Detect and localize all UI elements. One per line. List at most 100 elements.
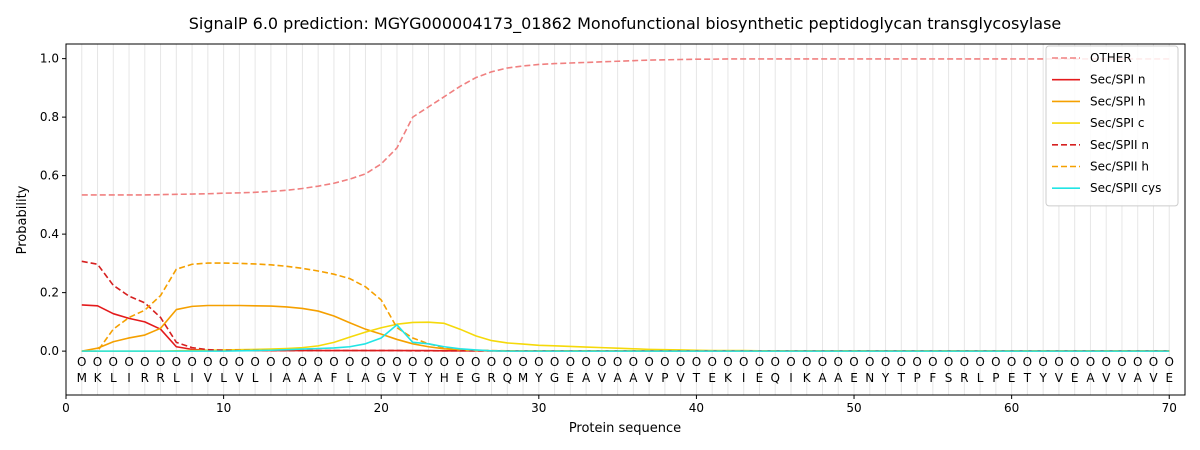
region-marker: O	[912, 355, 921, 369]
series-line-sec-spii-cys	[81, 323, 1170, 352]
residue-label: A	[818, 371, 827, 385]
residue-label: A	[361, 371, 370, 385]
region-marker: O	[818, 355, 827, 369]
region-marker: O	[93, 355, 102, 369]
region-marker: O	[881, 355, 890, 369]
residue-label: I	[127, 371, 131, 385]
residue-label: V	[1055, 371, 1064, 385]
x-tick-label: 40	[689, 401, 704, 415]
region-marker: O	[313, 355, 322, 369]
region-marker: O	[392, 355, 401, 369]
grid-lines	[81, 44, 1170, 395]
series-line-sec-spi-c	[81, 321, 1170, 352]
legend-label: Sec/SPII cys	[1090, 181, 1161, 195]
residue-label: V	[393, 371, 402, 385]
residue-label: E	[1008, 371, 1016, 385]
region-marker: O	[629, 355, 638, 369]
residue-label: R	[487, 371, 495, 385]
residue-label: T	[692, 371, 701, 385]
residue-label: F	[929, 371, 936, 385]
residue-label: I	[789, 371, 793, 385]
x-tick-label: 50	[846, 401, 861, 415]
x-tick-label: 0	[62, 401, 70, 415]
region-marker: O	[897, 355, 906, 369]
residue-label: A	[314, 371, 323, 385]
region-marker: O	[534, 355, 543, 369]
series-line-sec-spii-h	[81, 262, 1170, 352]
region-marker: O	[518, 355, 527, 369]
residue-label: R	[960, 371, 968, 385]
region-marker: O	[1149, 355, 1158, 369]
residue-label: L	[977, 371, 984, 385]
x-tick-label: 70	[1162, 401, 1177, 415]
residue-label: E	[708, 371, 716, 385]
region-marker: O	[723, 355, 732, 369]
region-marker: O	[172, 355, 181, 369]
region-marker: O	[408, 355, 417, 369]
region-marker: O	[707, 355, 716, 369]
residue-label: Q	[503, 371, 512, 385]
residue-label: A	[1134, 371, 1143, 385]
residue-label: K	[724, 371, 733, 385]
residue-label: Q	[770, 371, 779, 385]
region-marker: O	[187, 355, 196, 369]
region-marker: O	[928, 355, 937, 369]
plot-frame	[65, 43, 1186, 396]
region-marker: O	[503, 355, 512, 369]
region-marker: O	[156, 355, 165, 369]
residue-label: S	[945, 371, 953, 385]
residue-label: E	[756, 371, 764, 385]
region-marker: O	[581, 355, 590, 369]
residue-label: G	[377, 371, 386, 385]
region-marker: O	[361, 355, 370, 369]
region-marker: O	[1070, 355, 1079, 369]
residue-label: E	[850, 371, 858, 385]
legend-label: Sec/SPII h	[1090, 160, 1149, 174]
residue-label: A	[298, 371, 307, 385]
residue-label: Y	[534, 371, 543, 385]
residue-label: P	[992, 371, 999, 385]
region-marker: O	[440, 355, 449, 369]
residue-label: A	[629, 371, 638, 385]
residue-label: V	[1149, 371, 1158, 385]
region-marker: O	[960, 355, 969, 369]
region-marker: O	[77, 355, 86, 369]
chart-title: SignalP 6.0 prediction: MGYG000004173_01…	[189, 14, 1062, 34]
residue-label: E	[567, 371, 575, 385]
region-marker: O	[376, 355, 385, 369]
region-marker: O	[1038, 355, 1047, 369]
region-marker: O	[266, 355, 275, 369]
region-marker: O	[1054, 355, 1063, 369]
legend-label: OTHER	[1090, 51, 1132, 65]
region-marker: O	[566, 355, 575, 369]
y-axis-ticks: 0.0 0.2 0.4 0.6 0.8 1.0	[40, 52, 66, 358]
region-marker: O	[329, 355, 338, 369]
x-axis-ticks: 0 10 20 30 40 50 60 70	[62, 395, 1177, 415]
residue-label: L	[252, 371, 259, 385]
region-marker: O	[991, 355, 1000, 369]
region-marker: O	[1165, 355, 1174, 369]
region-marker: O	[644, 355, 653, 369]
region-marker: O	[235, 355, 244, 369]
residue-label: V	[677, 371, 686, 385]
x-axis-label: Protein sequence	[569, 421, 681, 436]
x-tick-label: 60	[1004, 401, 1019, 415]
residue-label: L	[220, 371, 227, 385]
region-marker: O	[1007, 355, 1016, 369]
y-tick-label: 0.2	[40, 286, 59, 300]
series-line-sec-spi-n	[81, 304, 1170, 352]
y-tick-label: 0.4	[40, 227, 59, 241]
y-tick-label: 0.8	[40, 110, 59, 124]
y-axis-label: Probability	[15, 185, 30, 254]
series-lines	[81, 58, 1170, 352]
residue-label: Y	[881, 371, 890, 385]
residue-label: T	[897, 371, 906, 385]
region-marker: O	[660, 355, 669, 369]
residue-label: Y	[424, 371, 433, 385]
residue-label: L	[110, 371, 117, 385]
residue-label: E	[456, 371, 464, 385]
region-marker: O	[865, 355, 874, 369]
region-marker: O	[250, 355, 259, 369]
region-marker: O	[471, 355, 480, 369]
